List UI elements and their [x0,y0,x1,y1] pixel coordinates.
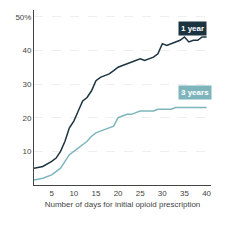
svg-text:15: 15 [91,189,100,198]
svg-text:20: 20 [114,189,123,198]
svg-text:30: 30 [158,189,167,198]
svg-text:40: 40 [202,189,211,198]
svg-text:30: 30 [22,80,31,89]
svg-text:50%: 50% [15,13,31,22]
svg-text:10: 10 [69,189,78,198]
svg-text:3 years: 3 years [181,88,209,97]
svg-text:5: 5 [49,189,54,198]
svg-text:25: 25 [136,189,145,198]
svg-text:40: 40 [22,46,31,55]
svg-text:35: 35 [180,189,189,198]
svg-text:Number of days for initial opi: Number of days for initial opioid prescr… [45,200,201,209]
svg-text:20: 20 [22,113,31,122]
svg-text:1 year: 1 year [181,24,204,33]
svg-text:10: 10 [22,147,31,156]
